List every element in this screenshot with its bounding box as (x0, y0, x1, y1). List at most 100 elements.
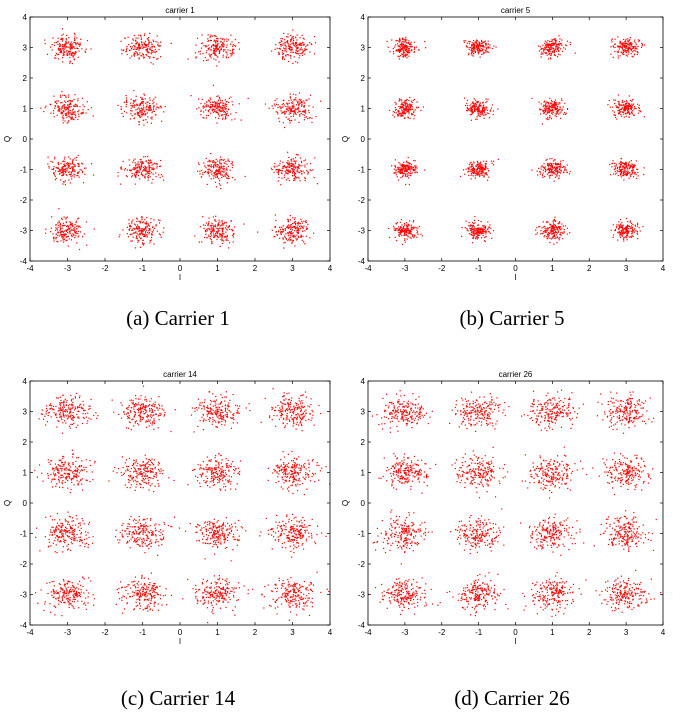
scatter-point (217, 103, 219, 105)
scatter-point (400, 171, 402, 173)
scatter-point (144, 169, 146, 171)
scatter-point (281, 111, 284, 113)
scatter-point (219, 156, 222, 158)
scatter-point (209, 165, 211, 167)
scatter-point (400, 114, 402, 117)
scatter-point (214, 54, 216, 56)
scatter-point (155, 224, 157, 226)
scatter-point (223, 45, 225, 47)
scatter-point (548, 170, 551, 172)
scatter-point (145, 231, 147, 233)
scatter-point (406, 52, 408, 54)
scatter-point (216, 95, 218, 98)
scatter-point (479, 167, 482, 169)
scatter-point (76, 174, 78, 177)
scatter-point (612, 45, 614, 47)
scatter-point (272, 107, 274, 109)
scatter-point (293, 113, 295, 115)
scatter-point (209, 55, 211, 57)
scatter-point (284, 110, 286, 112)
scatter-point (150, 160, 152, 162)
scatter-point (486, 109, 489, 111)
scatter-point (392, 225, 395, 227)
scatter-point (483, 175, 485, 177)
scatter-point (549, 158, 551, 160)
scatter-point (57, 37, 59, 39)
scatter-point (213, 47, 215, 49)
scatter-point (625, 47, 627, 49)
scatter-point (160, 105, 162, 108)
scatter-point (292, 236, 294, 238)
scatter-point (221, 237, 223, 239)
scatter-point (217, 232, 219, 234)
scatter-point (86, 40, 89, 42)
scatter-point (208, 164, 210, 166)
scatter-point (61, 171, 63, 173)
scatter-point (132, 159, 135, 161)
scatter-point (212, 161, 214, 163)
scatter-point (211, 229, 214, 232)
scatter-point (66, 122, 68, 124)
scatter-point (536, 170, 538, 172)
scatter-point (62, 222, 64, 224)
scatter-point (289, 108, 292, 110)
scatter-point (486, 51, 489, 53)
scatter-point (40, 107, 42, 109)
scatter-point (195, 57, 197, 59)
scatter-point (218, 46, 221, 48)
scatter-point (407, 52, 409, 54)
scatter-point (552, 163, 555, 165)
scatter-point (311, 44, 313, 46)
scatter-point (146, 234, 148, 236)
scatter-point (70, 103, 72, 105)
scatter-point (400, 172, 403, 174)
scatter-point (211, 106, 213, 108)
scatter-point (309, 117, 311, 119)
scatter-point (289, 165, 291, 167)
scatter-point (551, 163, 553, 165)
scatter-point (550, 166, 552, 168)
scatter-point (564, 48, 566, 50)
scatter-point (551, 101, 553, 103)
scatter-point (561, 108, 563, 110)
scatter-point (404, 167, 406, 170)
scatter-point (137, 165, 139, 167)
scatter-point (543, 163, 545, 165)
scatter-point (613, 169, 615, 171)
scatter-point (553, 38, 555, 40)
scatter-point (149, 104, 151, 107)
scatter-point (215, 165, 217, 167)
scatter-point (477, 114, 479, 116)
scatter-point (548, 111, 551, 113)
scatter-point (149, 97, 151, 99)
scatter-point (53, 95, 55, 97)
scatter-point (150, 239, 152, 241)
scatter-point (408, 166, 410, 168)
scatter-point (232, 48, 234, 50)
scatter-point (545, 48, 547, 50)
y-axis-label: Q (3, 136, 12, 142)
scatter-point (150, 108, 152, 110)
scatter-point (201, 34, 203, 36)
scatter-point (131, 220, 133, 223)
scatter-point (482, 106, 484, 108)
scatter-point (547, 118, 549, 121)
scatter-point (300, 234, 302, 236)
scatter-point (140, 159, 142, 161)
scatter-point (288, 179, 290, 181)
scatter-point (222, 230, 224, 232)
scatter-point (395, 170, 397, 172)
scatter-point (636, 48, 638, 50)
scatter-point (554, 99, 557, 101)
scatter-point (64, 171, 67, 174)
scatter-point (641, 43, 644, 45)
scatter-point (400, 164, 402, 166)
scatter-point (475, 168, 477, 171)
scatter-point (547, 109, 549, 111)
scatter-point (558, 103, 560, 105)
scatter-point (287, 160, 289, 162)
scatter-point (484, 106, 486, 108)
scatter-point (307, 227, 309, 230)
scatter-point (232, 230, 234, 232)
scatter-point (285, 238, 287, 240)
